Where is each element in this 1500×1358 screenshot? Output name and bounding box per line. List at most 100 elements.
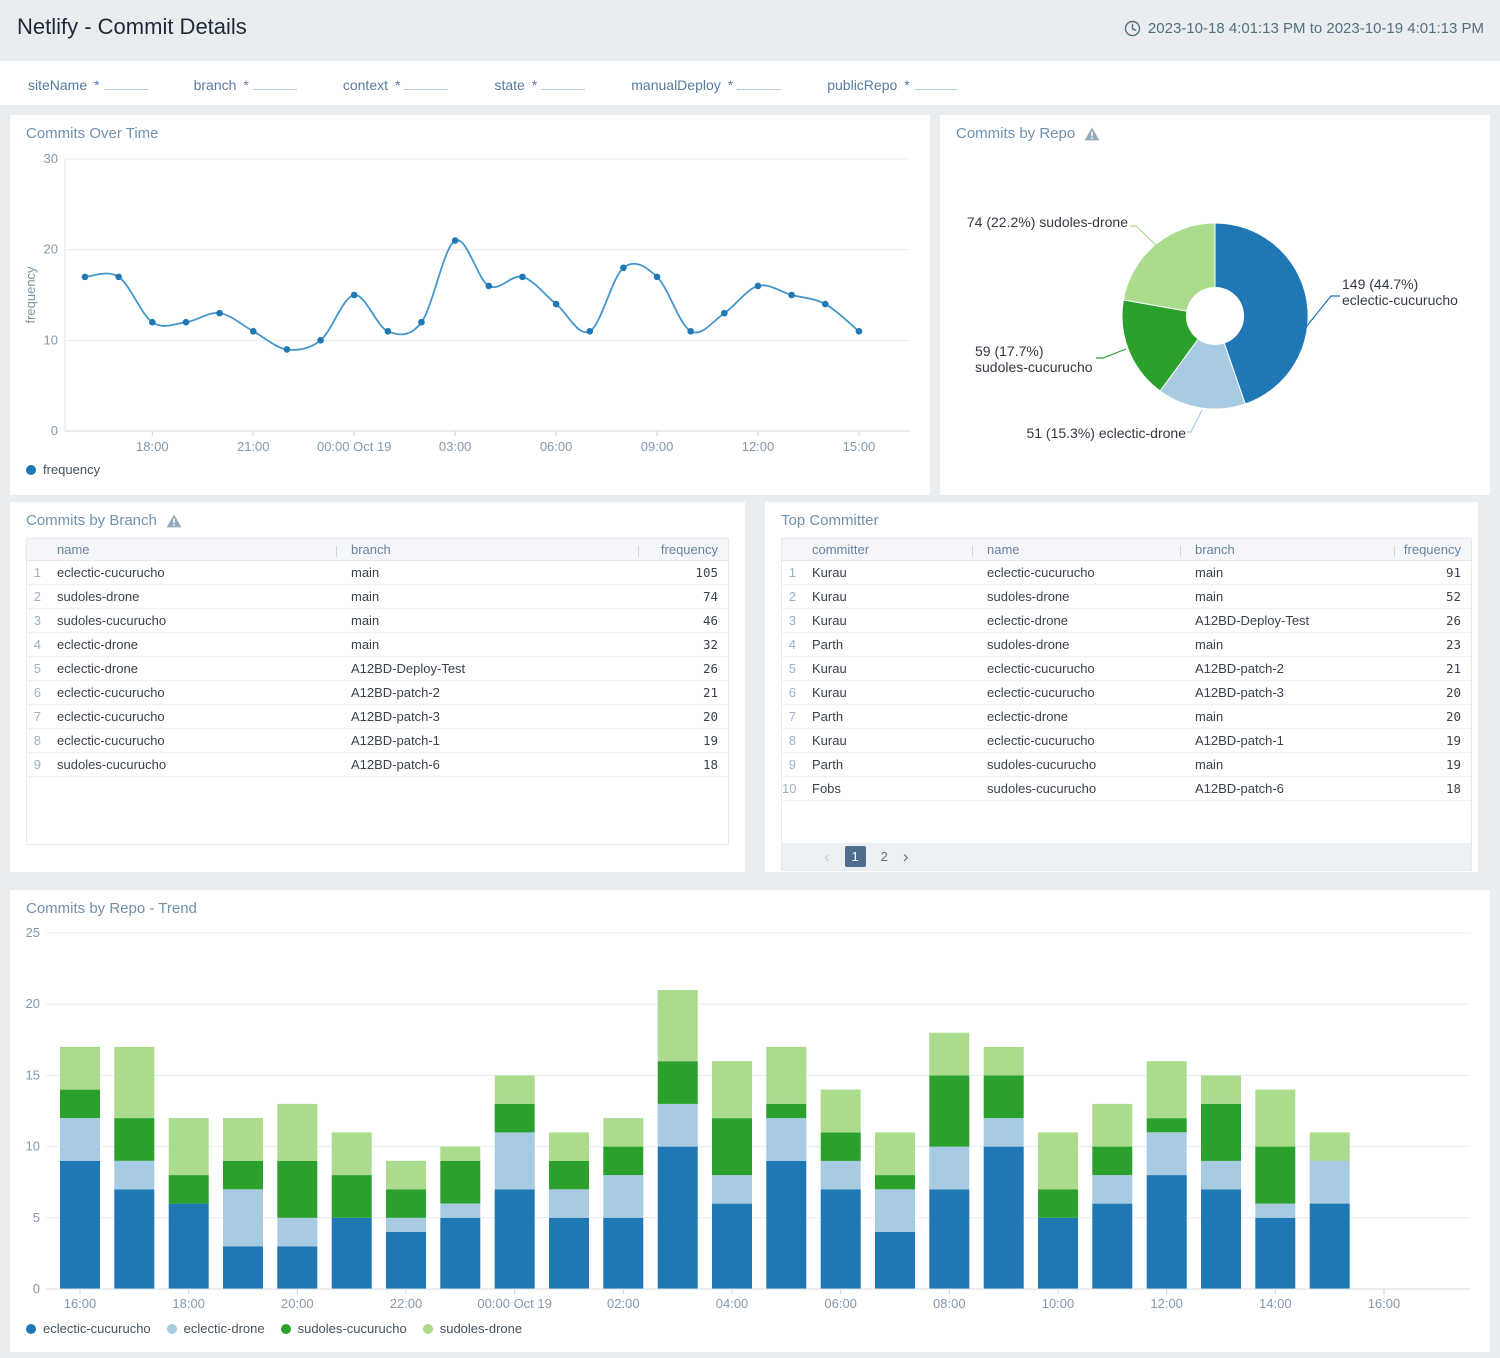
bar-segment-sudoles-drone[interactable]	[1309, 1132, 1350, 1161]
bar-stack-06:00[interactable]	[820, 1089, 861, 1289]
bar-segment-sudoles-drone[interactable]	[223, 1118, 263, 1161]
bar-segment-eclectic-cucurucho[interactable]	[929, 1189, 970, 1289]
bar-segment-sudoles-drone[interactable]	[494, 1075, 535, 1104]
bar-segment-eclectic-cucurucho[interactable]	[603, 1217, 644, 1289]
bar-segment-eclectic-cucurucho[interactable]	[712, 1203, 752, 1289]
bar-segment-eclectic-drone[interactable]	[277, 1217, 318, 1247]
pie-slice-sudoles-cucurucho[interactable]	[1121, 299, 1199, 392]
warning-icon[interactable]	[166, 514, 182, 528]
bar-segment-eclectic-drone[interactable]	[386, 1217, 426, 1232]
bar-segment-eclectic-cucurucho[interactable]	[657, 1146, 698, 1289]
data-point-13:00[interactable]	[788, 291, 795, 299]
data-point-21:00[interactable]	[249, 327, 257, 335]
bar-segment-sudoles-cucurucho[interactable]	[277, 1160, 318, 1218]
bar-stack-16:00[interactable]	[60, 1046, 100, 1289]
bar-segment-eclectic-cucurucho[interactable]	[440, 1217, 481, 1289]
bar-stack-23:00[interactable]	[440, 1146, 481, 1289]
bar-stack-03:00[interactable]	[657, 990, 698, 1289]
data-point-15:00[interactable]	[855, 327, 863, 335]
bar-stack-21:00[interactable]	[331, 1132, 372, 1289]
data-point-04:00[interactable]	[485, 282, 493, 290]
bar-stack-19:00[interactable]	[223, 1118, 263, 1289]
bar-segment-sudoles-cucurucho[interactable]	[386, 1189, 426, 1218]
bar-segment-sudoles-cucurucho[interactable]	[549, 1160, 589, 1190]
bar-segment-eclectic-drone[interactable]	[875, 1189, 915, 1232]
time-range[interactable]: 2023-10-18 4:01:13 PM to 2023-10-19 4:01…	[1124, 20, 1484, 37]
manualDeploy-filter-input[interactable]	[737, 74, 782, 90]
bar-segment-eclectic-drone[interactable]	[1146, 1132, 1187, 1176]
bar-segment-eclectic-cucurucho[interactable]	[1309, 1203, 1350, 1289]
commits-by-repo-chart[interactable]: 149 (44.7%)eclectic-cucurucho 51 (15.3%) …	[940, 115, 1490, 495]
bar-segment-eclectic-drone[interactable]	[603, 1175, 644, 1218]
bar-segment-eclectic-cucurucho[interactable]	[494, 1189, 535, 1289]
bar-segment-sudoles-drone[interactable]	[929, 1032, 970, 1076]
bar-stack-11:00[interactable]	[1092, 1103, 1133, 1289]
bar-segment-sudoles-drone[interactable]	[766, 1046, 807, 1104]
bar-segment-sudoles-cucurucho[interactable]	[168, 1175, 209, 1204]
bar-segment-sudoles-drone[interactable]	[603, 1118, 644, 1147]
bar-segment-sudoles-cucurucho[interactable]	[1092, 1146, 1133, 1176]
bar-segment-eclectic-cucurucho[interactable]	[1255, 1217, 1296, 1289]
bar-segment-sudoles-drone[interactable]	[1092, 1103, 1133, 1147]
bar-stack-18:00[interactable]	[168, 1118, 209, 1289]
data-point-11:00[interactable]	[721, 309, 728, 317]
bar-segment-eclectic-cucurucho[interactable]	[1201, 1189, 1241, 1289]
bar-segment-sudoles-cucurucho[interactable]	[820, 1132, 861, 1161]
bar-stack-00:00[interactable]	[494, 1075, 535, 1289]
bar-stack-02:00[interactable]	[603, 1118, 644, 1289]
bar-segment-eclectic-cucurucho[interactable]	[820, 1189, 861, 1289]
bar-segment-sudoles-cucurucho[interactable]	[929, 1075, 970, 1147]
bar-segment-eclectic-cucurucho[interactable]	[1092, 1203, 1133, 1289]
bar-segment-sudoles-cucurucho[interactable]	[1038, 1189, 1078, 1218]
bar-segment-sudoles-cucurucho[interactable]	[1255, 1146, 1296, 1204]
chevron-left-icon[interactable]: ‹	[824, 847, 830, 866]
bar-segment-eclectic-drone[interactable]	[712, 1175, 752, 1204]
bar-segment-sudoles-cucurucho[interactable]	[657, 1061, 698, 1104]
bar-segment-eclectic-cucurucho[interactable]	[549, 1217, 589, 1289]
data-point-03:00[interactable]	[451, 237, 459, 244]
bar-segment-sudoles-drone[interactable]	[657, 990, 698, 1062]
bar-segment-sudoles-drone[interactable]	[168, 1118, 209, 1176]
bar-stack-09:00[interactable]	[983, 1046, 1024, 1289]
bar-segment-eclectic-drone[interactable]	[440, 1203, 481, 1218]
bar-segment-sudoles-drone[interactable]	[549, 1132, 589, 1161]
bar-segment-eclectic-cucurucho[interactable]	[875, 1232, 915, 1289]
bar-segment-sudoles-drone[interactable]	[277, 1103, 318, 1161]
bar-segment-sudoles-drone[interactable]	[60, 1046, 100, 1090]
data-point-01:00[interactable]	[384, 327, 392, 335]
bar-segment-eclectic-cucurucho[interactable]	[114, 1189, 155, 1289]
data-point-14:00[interactable]	[822, 300, 829, 308]
bar-segment-eclectic-drone[interactable]	[60, 1118, 100, 1161]
bar-segment-eclectic-cucurucho[interactable]	[168, 1203, 209, 1289]
bar-segment-sudoles-cucurucho[interactable]	[983, 1075, 1024, 1119]
bar-stack-10:00[interactable]	[1038, 1132, 1078, 1289]
bar-segment-eclectic-drone[interactable]	[820, 1160, 861, 1190]
bar-segment-eclectic-cucurucho[interactable]	[386, 1232, 426, 1289]
bar-segment-eclectic-drone[interactable]	[494, 1132, 535, 1190]
bar-stack-08:00[interactable]	[929, 1032, 970, 1289]
data-point-10:00[interactable]	[687, 327, 694, 335]
bar-segment-eclectic-cucurucho[interactable]	[60, 1160, 100, 1289]
bar-segment-eclectic-cucurucho[interactable]	[277, 1246, 318, 1289]
publicRepo-filter-input[interactable]	[913, 74, 958, 90]
bar-segment-eclectic-drone[interactable]	[983, 1118, 1024, 1147]
commits-over-time-chart[interactable]: 0 10 20 30 18:00 21:00 00:00 Oct 19 03:00 06:00 0…	[10, 115, 930, 495]
bar-stack-01:00[interactable]	[549, 1132, 589, 1289]
bar-segment-eclectic-drone[interactable]	[223, 1189, 263, 1247]
bar-segment-eclectic-drone[interactable]	[1092, 1175, 1133, 1204]
bar-stack-22:00[interactable]	[386, 1160, 426, 1289]
data-point-19:00[interactable]	[182, 318, 190, 326]
context-filter-input[interactable]	[404, 74, 449, 90]
data-point-05:00[interactable]	[519, 273, 526, 281]
bar-stack-12:00[interactable]	[1146, 1061, 1187, 1289]
bar-segment-eclectic-drone[interactable]	[1201, 1160, 1241, 1190]
bar-stack-13:00[interactable]	[1201, 1075, 1241, 1289]
bar-segment-sudoles-cucurucho[interactable]	[1201, 1103, 1241, 1161]
bar-segment-sudoles-drone[interactable]	[1201, 1075, 1241, 1104]
data-point-00:00[interactable]	[350, 291, 358, 299]
chevron-right-icon[interactable]: ›	[902, 847, 909, 866]
bar-segment-sudoles-cucurucho[interactable]	[603, 1146, 644, 1176]
data-point-07:00[interactable]	[586, 327, 594, 335]
data-point-23:00[interactable]	[317, 337, 324, 344]
bar-stack-07:00[interactable]	[875, 1132, 915, 1289]
